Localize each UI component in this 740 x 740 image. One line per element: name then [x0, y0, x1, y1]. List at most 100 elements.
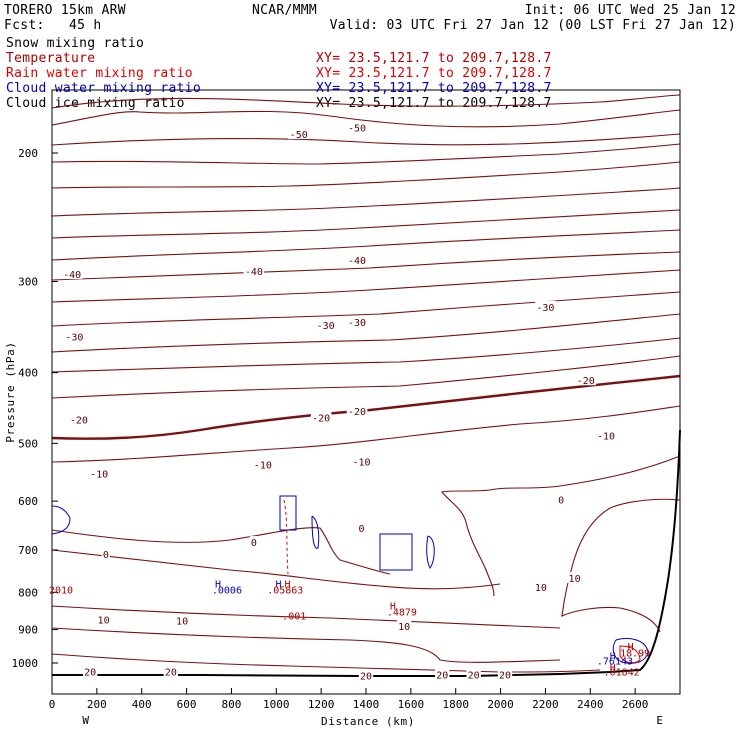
y-tick-label: 200 — [18, 147, 38, 160]
isotherm-label-bg — [533, 580, 549, 592]
isotherm-label: 20 — [468, 670, 480, 681]
rain-contour-1 — [283, 499, 289, 575]
isotherm-label-bg — [310, 411, 332, 423]
x-tick-label: 1400 — [353, 698, 380, 711]
init-time: Init: 06 UTC Wed 25 Jan 12 — [525, 3, 736, 18]
isotherm-minus15 — [51, 313, 681, 353]
isotherm-label: -20 — [70, 415, 88, 426]
x-axis-title: Distance (km) — [321, 715, 415, 728]
isotherm-minus50 — [51, 143, 681, 165]
isotherm-label-bg — [346, 405, 368, 417]
isotherm-label: -20 — [312, 413, 330, 424]
field-temperature-xy: XY= 23.5,121.7 to 209.7,128.7 — [316, 51, 552, 66]
isotherm-label: 0 — [251, 538, 257, 549]
field-rain-xy: XY= 23.5,121.7 to 209.7,128.7 — [316, 66, 552, 81]
extremum-label: .76143 — [597, 657, 633, 668]
isotherm-label: 10 — [398, 622, 410, 633]
forecast-hour: Fcst: 45 h — [4, 18, 102, 33]
y-axis-title: Pressure (hPa) — [4, 341, 17, 442]
isotherm-plus17 — [51, 627, 561, 663]
field-rain-name: Rain water mixing ratio — [6, 66, 193, 81]
isotherm-plus10-west — [51, 527, 391, 575]
isotherm-label: 20 — [84, 667, 96, 678]
extremum-label: H — [390, 602, 396, 613]
axis-ticks: 0 200 400 600 800 1000 1200 1400 1600 1800 2000 220… — [12, 147, 649, 711]
y-tick-label: 500 — [18, 437, 38, 450]
y-tick-label: 900 — [18, 624, 38, 637]
isotherm-label-bg — [435, 668, 450, 680]
center-title: NCAR/MMM — [252, 3, 317, 18]
rain-contour-east — [619, 645, 641, 664]
x-tick-label: 1800 — [442, 698, 469, 711]
isotherm-label: 10 — [176, 616, 188, 627]
cloud-water-contour-west — [51, 505, 71, 535]
extremum-label: H — [276, 579, 282, 590]
isotherm-label: 0 — [558, 496, 564, 507]
isotherm-label-bg — [358, 669, 374, 681]
isotherm-minus60 — [51, 109, 681, 128]
isotherm-label-bg — [288, 128, 310, 140]
isotherm-label-bg — [497, 668, 513, 680]
isotherm-label: 20 — [436, 670, 448, 681]
x-tick-label: 1200 — [308, 698, 335, 711]
isotherm-label-bg — [575, 374, 597, 386]
isotherm-label: 10 — [535, 583, 547, 594]
isotherm-minus20 — [51, 291, 681, 327]
isotherm-plus15 — [51, 605, 561, 629]
isotherm-label-bg — [174, 614, 190, 626]
terrain-line — [52, 429, 681, 677]
y-tick-label: 600 — [18, 495, 38, 508]
isotherm-label-bg — [68, 413, 90, 425]
extremum-label: H — [628, 642, 634, 653]
x-tick-label: 200 — [87, 698, 107, 711]
field-cloudwater-name: Cloud water mixing ratio — [6, 81, 201, 96]
isotherm-minus45 — [51, 187, 681, 217]
isotherm-label: 10 — [569, 574, 581, 585]
isotherm-label-bg — [567, 571, 582, 583]
isotherm-label-bg — [163, 665, 179, 677]
isotherm-label: 0 — [358, 524, 364, 535]
isotherm-label: -50 — [290, 130, 308, 141]
extremum-label: .0006 — [212, 586, 242, 597]
isotherm-label-bg — [396, 620, 412, 632]
isotherm-label: 10 — [98, 616, 110, 627]
field-snow-name: Snow mixing ratio — [6, 36, 144, 51]
extremum-label: .4879 — [387, 608, 417, 619]
isotherm-label: -30 — [317, 321, 335, 332]
y-tick-label: 400 — [18, 367, 38, 380]
field-cloudwater-xy: XY= 23.5,121.7 to 209.7,128.7 — [316, 81, 552, 96]
field-temperature-name: Temperature — [6, 51, 95, 66]
cloud-water-contour-1 — [279, 495, 297, 531]
isotherm-label-bg — [346, 316, 368, 328]
isotherm-minus25 — [51, 269, 681, 303]
isotherm-warm-lines — [51, 455, 681, 673]
field-legend: Snow mixing ratio Temperature XY= 23.5,1… — [6, 36, 552, 111]
isotherm-label-bg — [315, 318, 336, 330]
isotherm-label: -40 — [63, 270, 81, 281]
cloud-water-contour-3 — [379, 533, 413, 571]
isotherm-zero — [51, 374, 681, 440]
x-tick-label: 800 — [221, 698, 241, 711]
x-tick-label: 400 — [132, 698, 152, 711]
isotherm-label-bg — [595, 429, 617, 441]
isotherm-minus40 — [51, 209, 681, 239]
isotherm-label-bg — [346, 121, 368, 133]
isotherm-label-bg — [252, 458, 274, 470]
isotherm-label: -40 — [348, 256, 366, 267]
extremum-label: H — [215, 579, 221, 590]
isotherm-label-bg — [357, 521, 366, 533]
y-tick-label: 800 — [18, 586, 38, 599]
isotherm-label: 20 — [165, 667, 177, 678]
isotherm-minus10 — [51, 337, 681, 373]
isotherm-plus5 — [51, 405, 681, 463]
isotherm-label-bg — [64, 330, 85, 342]
isotherm-plus10-region — [441, 455, 681, 597]
isotherm-minus50b — [51, 161, 681, 189]
cloud-water-contour-2 — [311, 515, 320, 549]
x-tick-label: 600 — [177, 698, 197, 711]
cloud-water-contour-4 — [426, 535, 435, 569]
isotherm-minus60b — [51, 133, 681, 146]
y-tick-label: 700 — [18, 544, 38, 557]
isotherm-label-bg — [351, 455, 372, 467]
